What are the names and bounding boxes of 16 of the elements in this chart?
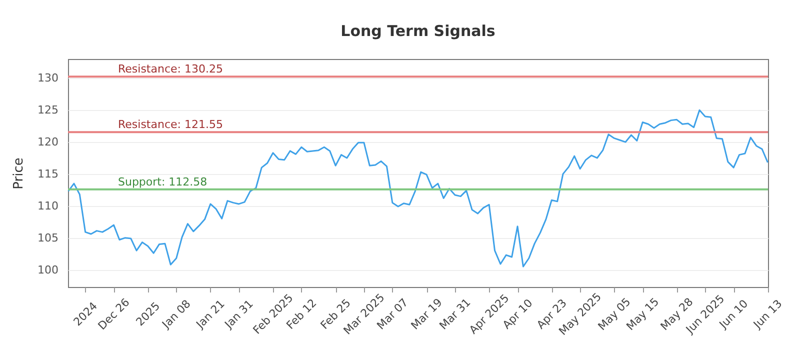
y-tick-label: 100 (38, 263, 58, 276)
y-tick-label: 110 (38, 199, 58, 212)
line-series (68, 109, 768, 268)
x-tick-label: Jun 13 (750, 297, 785, 332)
y-tick-label: 115 (38, 167, 58, 180)
ref-line-label: Resistance: 121.55 (118, 118, 223, 132)
y-tick-label: 105 (38, 231, 58, 244)
y-tick-label: 130 (38, 72, 58, 85)
chart-title: Long Term Signals (340, 22, 496, 40)
y-axis-title: Price (12, 158, 27, 190)
ref-line-label: Support: 112.58 (118, 175, 208, 188)
ref-line-label: Resistance: 130.25 (118, 62, 223, 76)
x-tick-label: Jan 08 (158, 297, 194, 332)
y-tick-label: 125 (38, 104, 58, 117)
x-tick-label: Dec 26 (96, 296, 132, 332)
y-tick-label: 120 (38, 136, 58, 149)
